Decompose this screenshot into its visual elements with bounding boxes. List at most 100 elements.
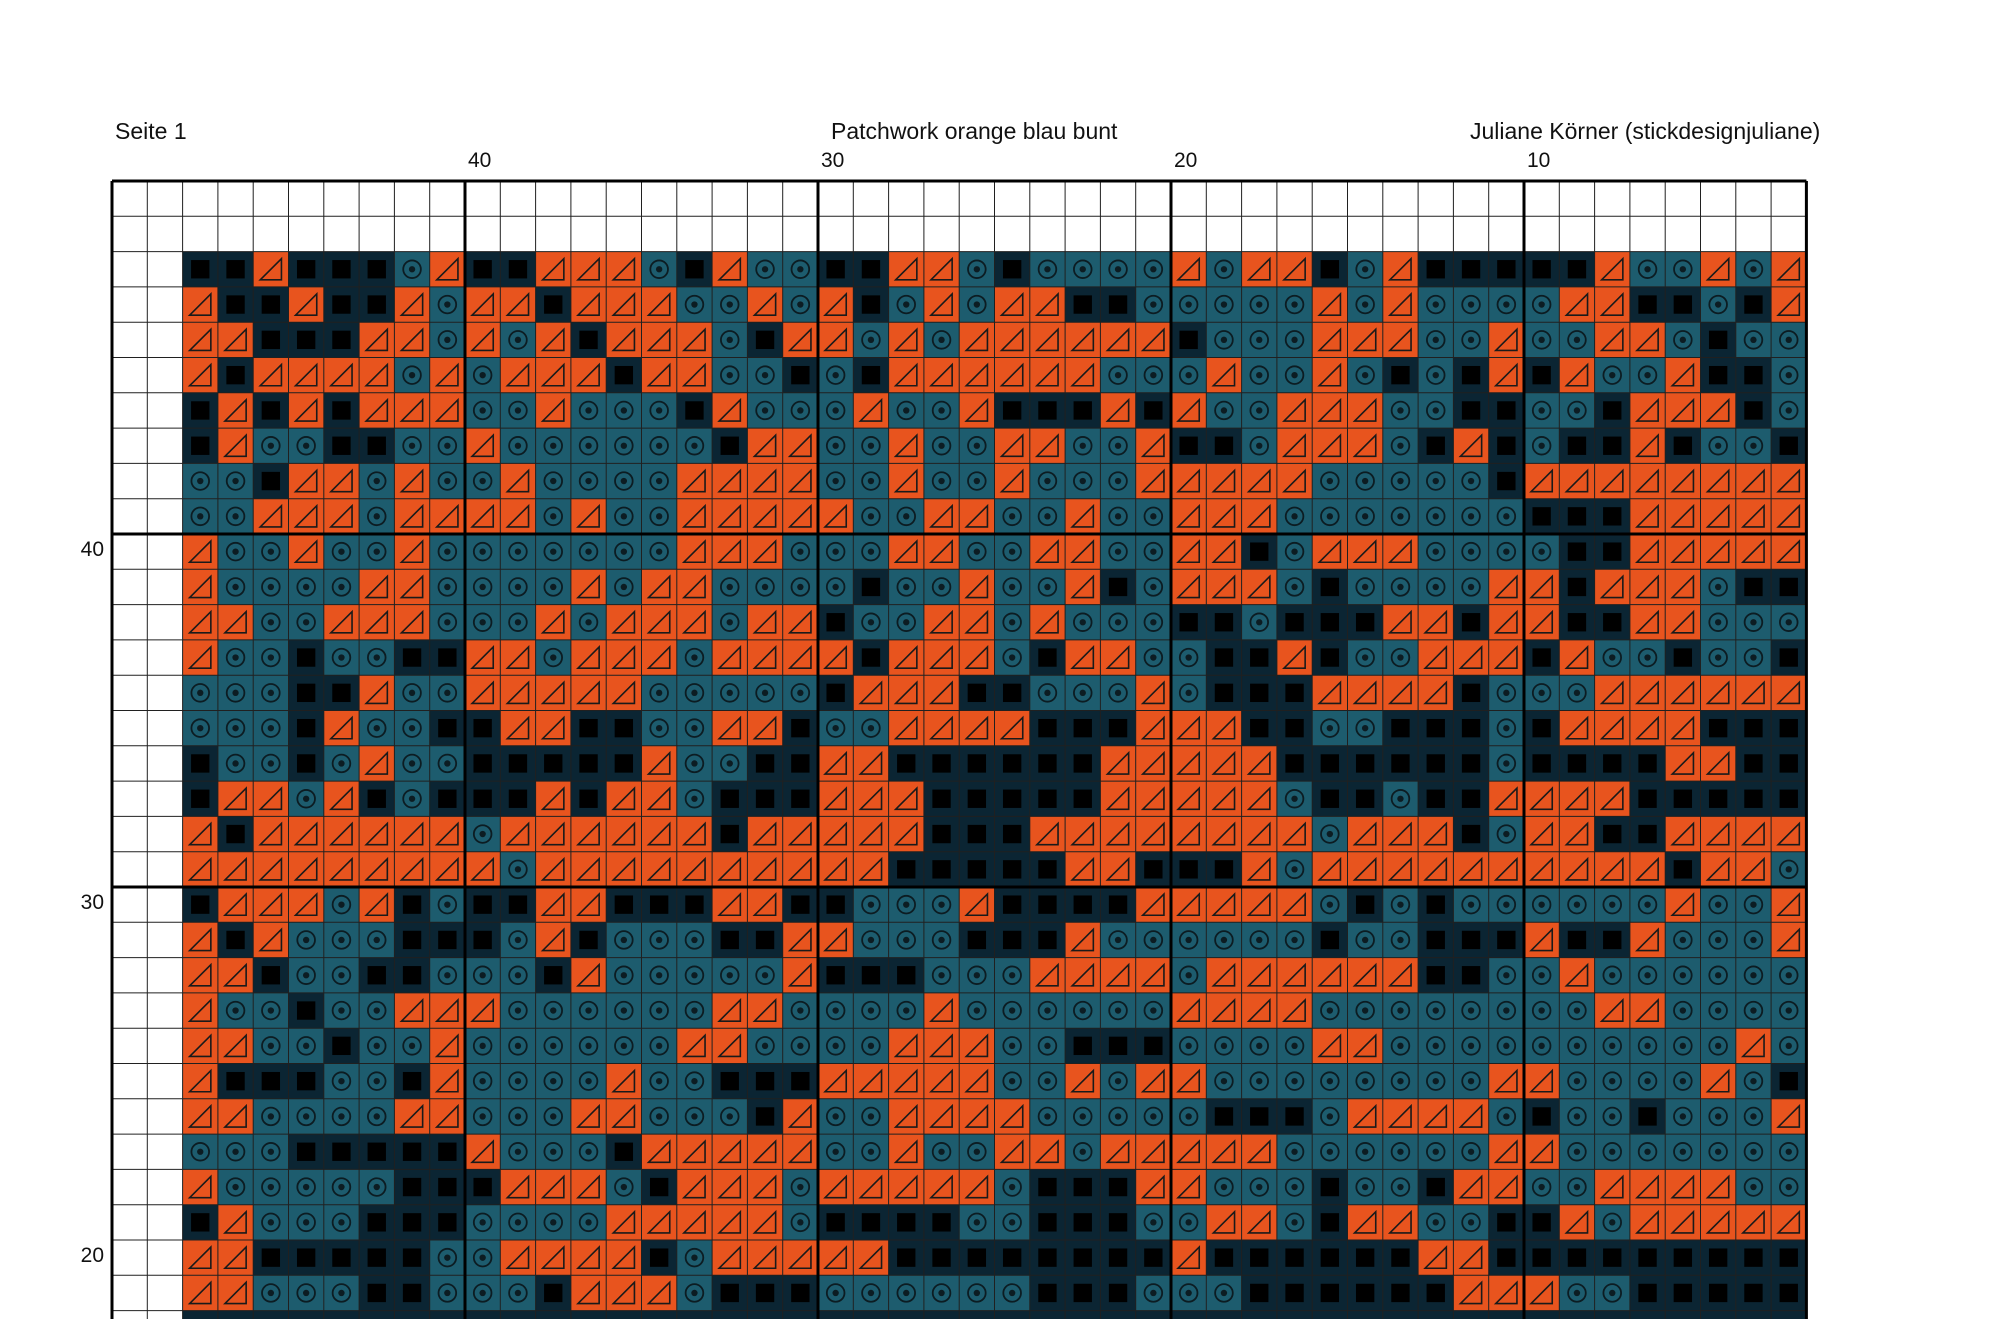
teal-stitch-cell: [1100, 428, 1136, 464]
teal-stitch-cell: [606, 428, 642, 464]
teal-stitch-cell: [676, 1098, 713, 1135]
orange-stitch-cell: [1629, 922, 1666, 958]
orange-stitch-cell: [818, 781, 854, 817]
orange-stitch-cell: [1029, 322, 1066, 358]
orange-stitch-cell: [959, 357, 995, 393]
orange-stitch-cell: [182, 1028, 218, 1064]
teal-stitch-cell: [1065, 1134, 1101, 1170]
navy-stitch-cell: [1735, 1275, 1772, 1311]
navy-stitch-cell: [1771, 1063, 1807, 1099]
navy-stitch-cell: [1206, 604, 1242, 640]
orange-stitch-cell: [1312, 428, 1348, 464]
blank-cell: [147, 357, 183, 393]
orange-stitch-cell: [1488, 851, 1524, 887]
orange-stitch-cell: [888, 675, 924, 711]
orange-stitch-cell: [606, 816, 642, 852]
teal-stitch-cell: [1382, 428, 1419, 464]
navy-stitch-cell: [1418, 428, 1454, 464]
orange-stitch-cell: [1418, 675, 1454, 711]
orange-stitch-cell: [535, 604, 571, 640]
orange-stitch-cell: [535, 887, 571, 923]
blank-cell: [112, 922, 148, 958]
orange-stitch-cell: [570, 1169, 607, 1205]
blank-cell: [1524, 181, 1560, 217]
navy-stitch-cell: [1312, 1240, 1348, 1276]
navy-stitch-cell: [1559, 922, 1595, 958]
orange-stitch-cell: [676, 463, 713, 499]
orange-stitch-cell: [394, 322, 430, 358]
navy-stitch-cell: [1629, 816, 1666, 852]
orange-stitch-cell: [1771, 675, 1807, 711]
orange-stitch-cell: [1347, 1028, 1383, 1064]
orange-stitch-cell: [535, 1240, 571, 1276]
navy-stitch-cell: [1524, 1310, 1560, 1319]
orange-stitch-cell: [1488, 1169, 1524, 1205]
teal-stitch-cell: [500, 604, 536, 640]
teal-stitch-cell: [994, 992, 1030, 1029]
navy-stitch-cell: [1029, 639, 1066, 676]
orange-stitch-cell: [853, 1063, 889, 1099]
teal-stitch-cell: [1700, 992, 1736, 1029]
navy-stitch-cell: [465, 781, 501, 817]
orange-stitch-cell: [217, 1028, 254, 1064]
navy-stitch-cell: [1453, 781, 1489, 817]
teal-stitch-cell: [1735, 322, 1772, 358]
teal-stitch-cell: [1735, 1169, 1772, 1205]
navy-stitch-cell: [1029, 781, 1066, 817]
orange-stitch-cell: [182, 286, 218, 323]
orange-stitch-cell: [1347, 675, 1383, 711]
teal-stitch-cell: [1418, 498, 1454, 534]
orange-stitch-cell: [217, 322, 254, 358]
teal-stitch-cell: [818, 992, 854, 1029]
navy-stitch-cell: [853, 286, 889, 323]
orange-stitch-cell: [606, 675, 642, 711]
orange-stitch-cell: [1065, 498, 1101, 534]
blank-cell: [112, 569, 148, 605]
teal-stitch-cell: [500, 534, 536, 570]
navy-stitch-cell: [1700, 1275, 1736, 1311]
orange-stitch-cell: [429, 992, 465, 1029]
blank-cell: [147, 1204, 183, 1240]
teal-stitch-cell: [570, 428, 607, 464]
orange-stitch-cell: [606, 1063, 642, 1099]
teal-stitch-cell: [1135, 534, 1171, 570]
teal-stitch-cell: [1418, 392, 1454, 429]
teal-stitch-cell: [217, 1134, 254, 1170]
teal-stitch-cell: [1100, 463, 1136, 499]
blank-cell: [994, 216, 1030, 252]
orange-stitch-cell: [394, 816, 430, 852]
orange-stitch-cell: [641, 1204, 677, 1240]
teal-stitch-cell: [676, 428, 713, 464]
blank-cell: [465, 216, 501, 252]
orange-stitch-cell: [1418, 604, 1454, 640]
teal-stitch-cell: [641, 710, 677, 746]
orange-stitch-cell: [959, 1169, 995, 1205]
navy-stitch-cell: [959, 922, 995, 958]
navy-stitch-cell: [1594, 392, 1630, 429]
teal-stitch-cell: [1665, 1098, 1701, 1135]
blank-cell: [1065, 216, 1101, 252]
blank-cell: [1347, 181, 1383, 217]
blank-cell: [182, 181, 218, 217]
orange-stitch-cell: [217, 887, 254, 923]
orange-stitch-cell: [359, 604, 395, 640]
orange-stitch-cell: [959, 604, 995, 640]
teal-stitch-cell: [500, 1063, 536, 1099]
navy-stitch-cell: [182, 887, 218, 923]
teal-stitch-cell: [712, 569, 748, 605]
orange-stitch-cell: [782, 322, 818, 358]
orange-stitch-cell: [217, 1204, 254, 1240]
orange-stitch-cell: [1171, 1063, 1207, 1099]
orange-stitch-cell: [1559, 1204, 1595, 1240]
navy-stitch-cell: [359, 428, 395, 464]
teal-stitch-cell: [288, 1098, 324, 1135]
teal-stitch-cell: [888, 922, 924, 958]
teal-stitch-cell: [818, 1134, 854, 1170]
teal-stitch-cell: [1029, 1098, 1066, 1135]
navy-stitch-cell: [1629, 781, 1666, 817]
teal-stitch-cell: [359, 1098, 395, 1135]
navy-stitch-cell: [323, 251, 360, 287]
navy-stitch-cell: [1312, 569, 1348, 605]
orange-stitch-cell: [429, 357, 465, 393]
orange-stitch-cell: [570, 286, 607, 323]
